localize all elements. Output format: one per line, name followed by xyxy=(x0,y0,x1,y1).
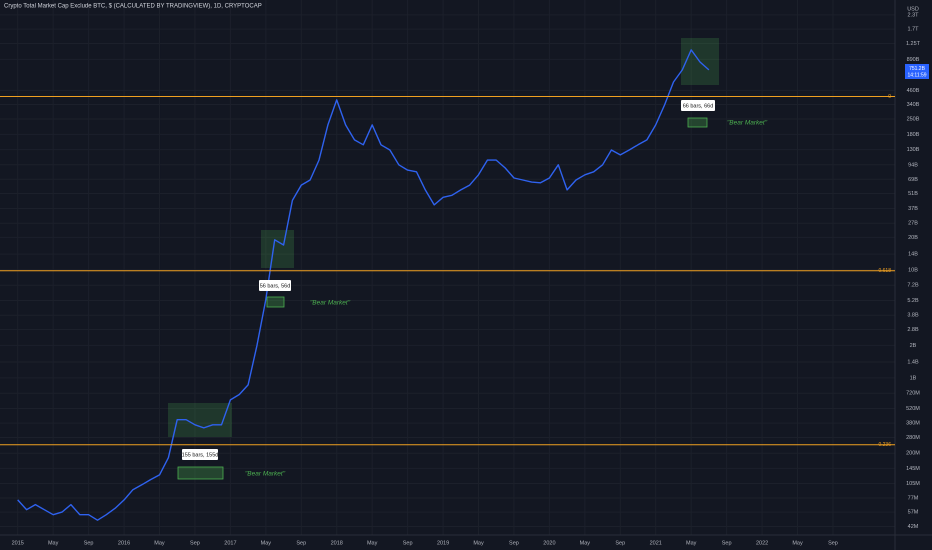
x-tick-label: 2019 xyxy=(437,540,449,546)
y-tick-label: 42M xyxy=(908,524,919,530)
y-tick-label: 94B xyxy=(908,162,918,168)
y-tick-label: 77M xyxy=(908,495,919,501)
y-tick-label: 5.2B xyxy=(907,298,919,304)
measure-range xyxy=(266,296,285,308)
x-tick-label: May xyxy=(154,540,165,546)
x-tick-label: 2020 xyxy=(543,540,555,546)
measure-label-box xyxy=(259,280,291,291)
grid xyxy=(0,0,895,535)
x-tick-label: 2015 xyxy=(12,540,24,546)
measure-range xyxy=(687,117,708,128)
y-tick-label: 2B xyxy=(910,343,917,349)
x-tick-label: May xyxy=(473,540,484,546)
y-tick-label: 380M xyxy=(906,421,920,427)
x-tick-label: May xyxy=(48,540,59,546)
x-tick-label: Sep xyxy=(722,540,732,546)
x-tick-label: May xyxy=(686,540,697,546)
x-tick-label: Sep xyxy=(190,540,200,546)
y-tick-label: 890B xyxy=(907,57,920,63)
x-tick-label: Sep xyxy=(403,540,413,546)
x-tick-label: May xyxy=(792,540,803,546)
y-tick-label: 14B xyxy=(908,252,918,258)
measure-label: 155 bars, 155d xyxy=(182,452,219,458)
x-tick-label: May xyxy=(580,540,591,546)
y-tick-label: 200M xyxy=(906,451,920,457)
y-tick-label: 520M xyxy=(906,406,920,412)
y-tick-label: 130B xyxy=(907,147,920,153)
y-tick-label: 180B xyxy=(907,132,920,138)
measure-label-box xyxy=(182,449,218,460)
highlight-box xyxy=(261,230,294,268)
y-tick-label: 20B xyxy=(908,235,918,241)
y-tick-label: 280M xyxy=(906,435,920,441)
series xyxy=(17,49,710,521)
fib-label: 0.618 xyxy=(878,268,891,274)
series-line xyxy=(17,49,710,521)
x-tick-label: Sep xyxy=(509,540,519,546)
price-tag xyxy=(905,64,929,79)
x-tick-label: 2021 xyxy=(650,540,662,546)
y-tick-label: 37B xyxy=(908,206,918,212)
y-tick-label: 1.4B xyxy=(907,359,919,365)
x-tick-label: Sep xyxy=(615,540,625,546)
x-tick-label: 2018 xyxy=(331,540,343,546)
y-tick-label: 10B xyxy=(908,267,918,273)
measure-range xyxy=(177,466,224,480)
y-tick-label: 1.25T xyxy=(906,41,921,47)
x-tick-label: 2022 xyxy=(756,540,768,546)
x-tick-label: May xyxy=(367,540,378,546)
chart-title: Crypto Total Market Cap Exclude BTC, $ (… xyxy=(4,4,262,10)
y-tick-label: 2.8B xyxy=(907,327,919,333)
fib-label: 0 xyxy=(888,94,891,100)
x-tick-label: Sep xyxy=(84,540,94,546)
measure-label: 66 bars, 66d xyxy=(683,103,714,109)
y-tick-label: 105M xyxy=(906,481,920,487)
y-tick-label: 2.3T xyxy=(907,12,919,18)
y-tick-label: 3.8B xyxy=(907,313,919,319)
y-tick-label: 460B xyxy=(907,88,920,94)
y-tick-label: 1.7T xyxy=(907,27,919,33)
measure-label-box xyxy=(681,100,715,111)
annotation: "Bear Market" xyxy=(245,471,286,478)
measure-label: 56 bars, 56d xyxy=(260,283,291,289)
y-tick-label: 340B xyxy=(907,102,920,108)
y-tick-label: 57M xyxy=(908,510,919,516)
y-tick-label: 51B xyxy=(908,191,918,197)
x-tick-label: Sep xyxy=(296,540,306,546)
x-tick-label: Sep xyxy=(828,540,838,546)
annotation: "Bear Market" xyxy=(727,120,768,127)
y-tick-label: 1B xyxy=(910,375,917,381)
y-tick-label: 27B xyxy=(908,221,918,227)
x-tick-label: 2016 xyxy=(118,540,130,546)
unit-label: USD xyxy=(907,6,919,12)
price-tag-countdown: 14:11:59 xyxy=(907,72,926,78)
y-tick-label: 145M xyxy=(906,466,920,472)
y-tick-label: 69B xyxy=(908,177,918,183)
fib-label: 0.236 xyxy=(878,442,891,448)
y-tick-label: 250B xyxy=(907,116,920,122)
x-tick-label: 2017 xyxy=(224,540,236,546)
y-tick-label: 7.2B xyxy=(907,283,919,289)
annotation: "Bear Market" xyxy=(310,300,351,307)
y-tick-label: 720M xyxy=(906,391,920,397)
x-tick-label: May xyxy=(261,540,272,546)
price-tag-label: 751.2B xyxy=(909,66,926,72)
